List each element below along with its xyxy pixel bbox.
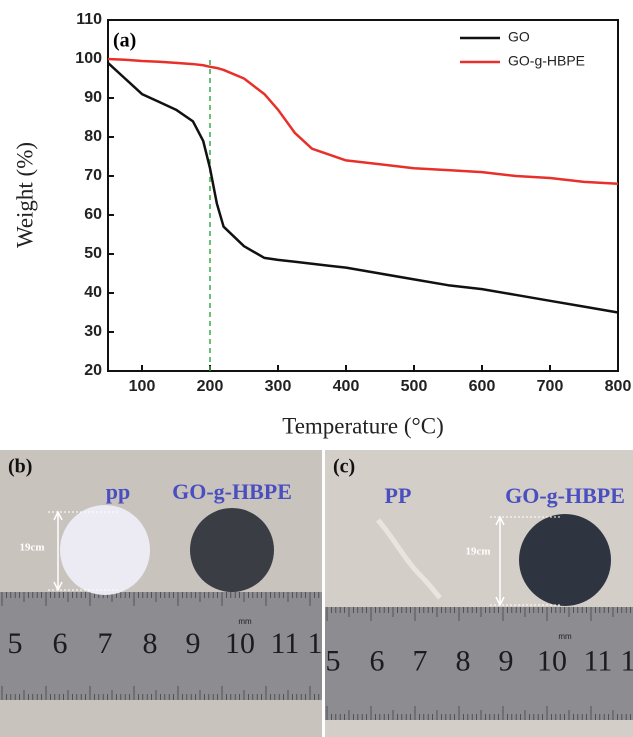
arrow-head (53, 510, 63, 592)
panel-label: (b) (8, 456, 32, 478)
legend-label: GO-g-HBPE (508, 53, 585, 69)
sample-label: PP (385, 483, 412, 508)
ruler-unit: mm (558, 632, 572, 641)
ruler (0, 592, 322, 700)
y-tick-label: 70 (84, 167, 102, 184)
ruler-number: 9 (499, 644, 514, 677)
pp-disc (60, 505, 150, 595)
ruler-number: 11 (271, 627, 300, 660)
size-label: 19cm (19, 542, 44, 554)
y-tick-label: 50 (84, 245, 102, 262)
sample-label: GO-g-HBPE (172, 479, 292, 504)
ruler-number: 1 (308, 627, 323, 660)
size-label: 19cm (465, 546, 490, 558)
composite-disc (519, 514, 611, 606)
ruler-number: 5 (8, 627, 23, 660)
sample-label: GO-g-HBPE (505, 483, 625, 508)
ruler (325, 607, 633, 720)
data-line (107, 57, 619, 186)
y-tick-label: 110 (76, 11, 102, 28)
x-tick-label: 700 (537, 378, 564, 395)
y-axis-label: Weight (%) (12, 142, 37, 248)
arrow-head (495, 515, 505, 607)
x-tick-label: 100 (129, 378, 156, 395)
ruler-number: 7 (413, 644, 428, 677)
ruler-number: 10 (225, 627, 255, 660)
composite-disc (190, 508, 274, 592)
ruler-number: 1 (621, 644, 633, 677)
ruler-number: 11 (584, 644, 613, 677)
ruler-number: 8 (456, 644, 471, 677)
ruler-number: 5 (326, 644, 341, 677)
y-tick-label: 60 (84, 206, 102, 223)
x-tick-label: 600 (469, 378, 496, 395)
y-tick-label: 90 (84, 89, 102, 106)
data-line (107, 61, 619, 314)
y-tick-label: 20 (84, 362, 102, 379)
pp-film (376, 518, 442, 600)
x-tick-label: 200 (197, 378, 224, 395)
ruler-unit: mm (238, 617, 252, 626)
ruler-number: 7 (98, 627, 113, 660)
ruler-number: 9 (186, 627, 201, 660)
y-tick-label: 30 (84, 323, 102, 340)
x-tick-label: 800 (605, 378, 632, 395)
x-axis-label: Temperature (°C) (282, 413, 443, 438)
ruler-number: 6 (53, 627, 68, 660)
x-tick-label: 500 (401, 378, 428, 395)
x-tick-label: 300 (265, 378, 292, 395)
ruler-number: 8 (143, 627, 158, 660)
plot-frame (107, 19, 619, 372)
ruler-number: 10 (537, 644, 567, 677)
x-tick-label: 400 (333, 378, 360, 395)
y-tick-label: 100 (75, 50, 102, 67)
sample-label: pp (106, 479, 130, 504)
y-tick-label: 80 (84, 128, 102, 145)
panel-label: (c) (333, 456, 355, 478)
ruler-number: 6 (370, 644, 385, 677)
legend-label: GO (508, 29, 530, 45)
panel-label: (a) (113, 30, 136, 52)
y-tick-label: 40 (84, 284, 102, 301)
